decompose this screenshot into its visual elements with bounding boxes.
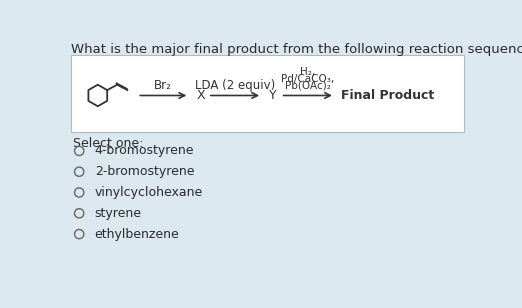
- Text: Br₂: Br₂: [155, 79, 172, 91]
- Text: X: X: [196, 89, 205, 102]
- Text: Pb(OAc)₂: Pb(OAc)₂: [285, 81, 331, 91]
- Text: vinylcyclohexane: vinylcyclohexane: [94, 186, 203, 199]
- Text: Select one:: Select one:: [73, 137, 144, 150]
- Text: 2-bromostyrene: 2-bromostyrene: [94, 165, 194, 178]
- Text: Pd/CaCO₃,: Pd/CaCO₃,: [281, 74, 335, 84]
- Text: LDA (2 equiv): LDA (2 equiv): [195, 79, 275, 91]
- Text: What is the major final product from the following reaction sequence?: What is the major final product from the…: [72, 43, 522, 56]
- Text: styrene: styrene: [94, 207, 141, 220]
- Circle shape: [75, 229, 84, 239]
- Circle shape: [75, 146, 84, 156]
- Text: Y: Y: [269, 89, 277, 102]
- Circle shape: [75, 209, 84, 218]
- Text: 4-bromostyrene: 4-bromostyrene: [94, 144, 194, 157]
- Circle shape: [75, 188, 84, 197]
- Circle shape: [75, 167, 84, 176]
- FancyBboxPatch shape: [72, 55, 464, 132]
- Text: H₂,: H₂,: [300, 67, 315, 77]
- Text: ethylbenzene: ethylbenzene: [94, 228, 180, 241]
- Text: Final Product: Final Product: [341, 89, 434, 102]
